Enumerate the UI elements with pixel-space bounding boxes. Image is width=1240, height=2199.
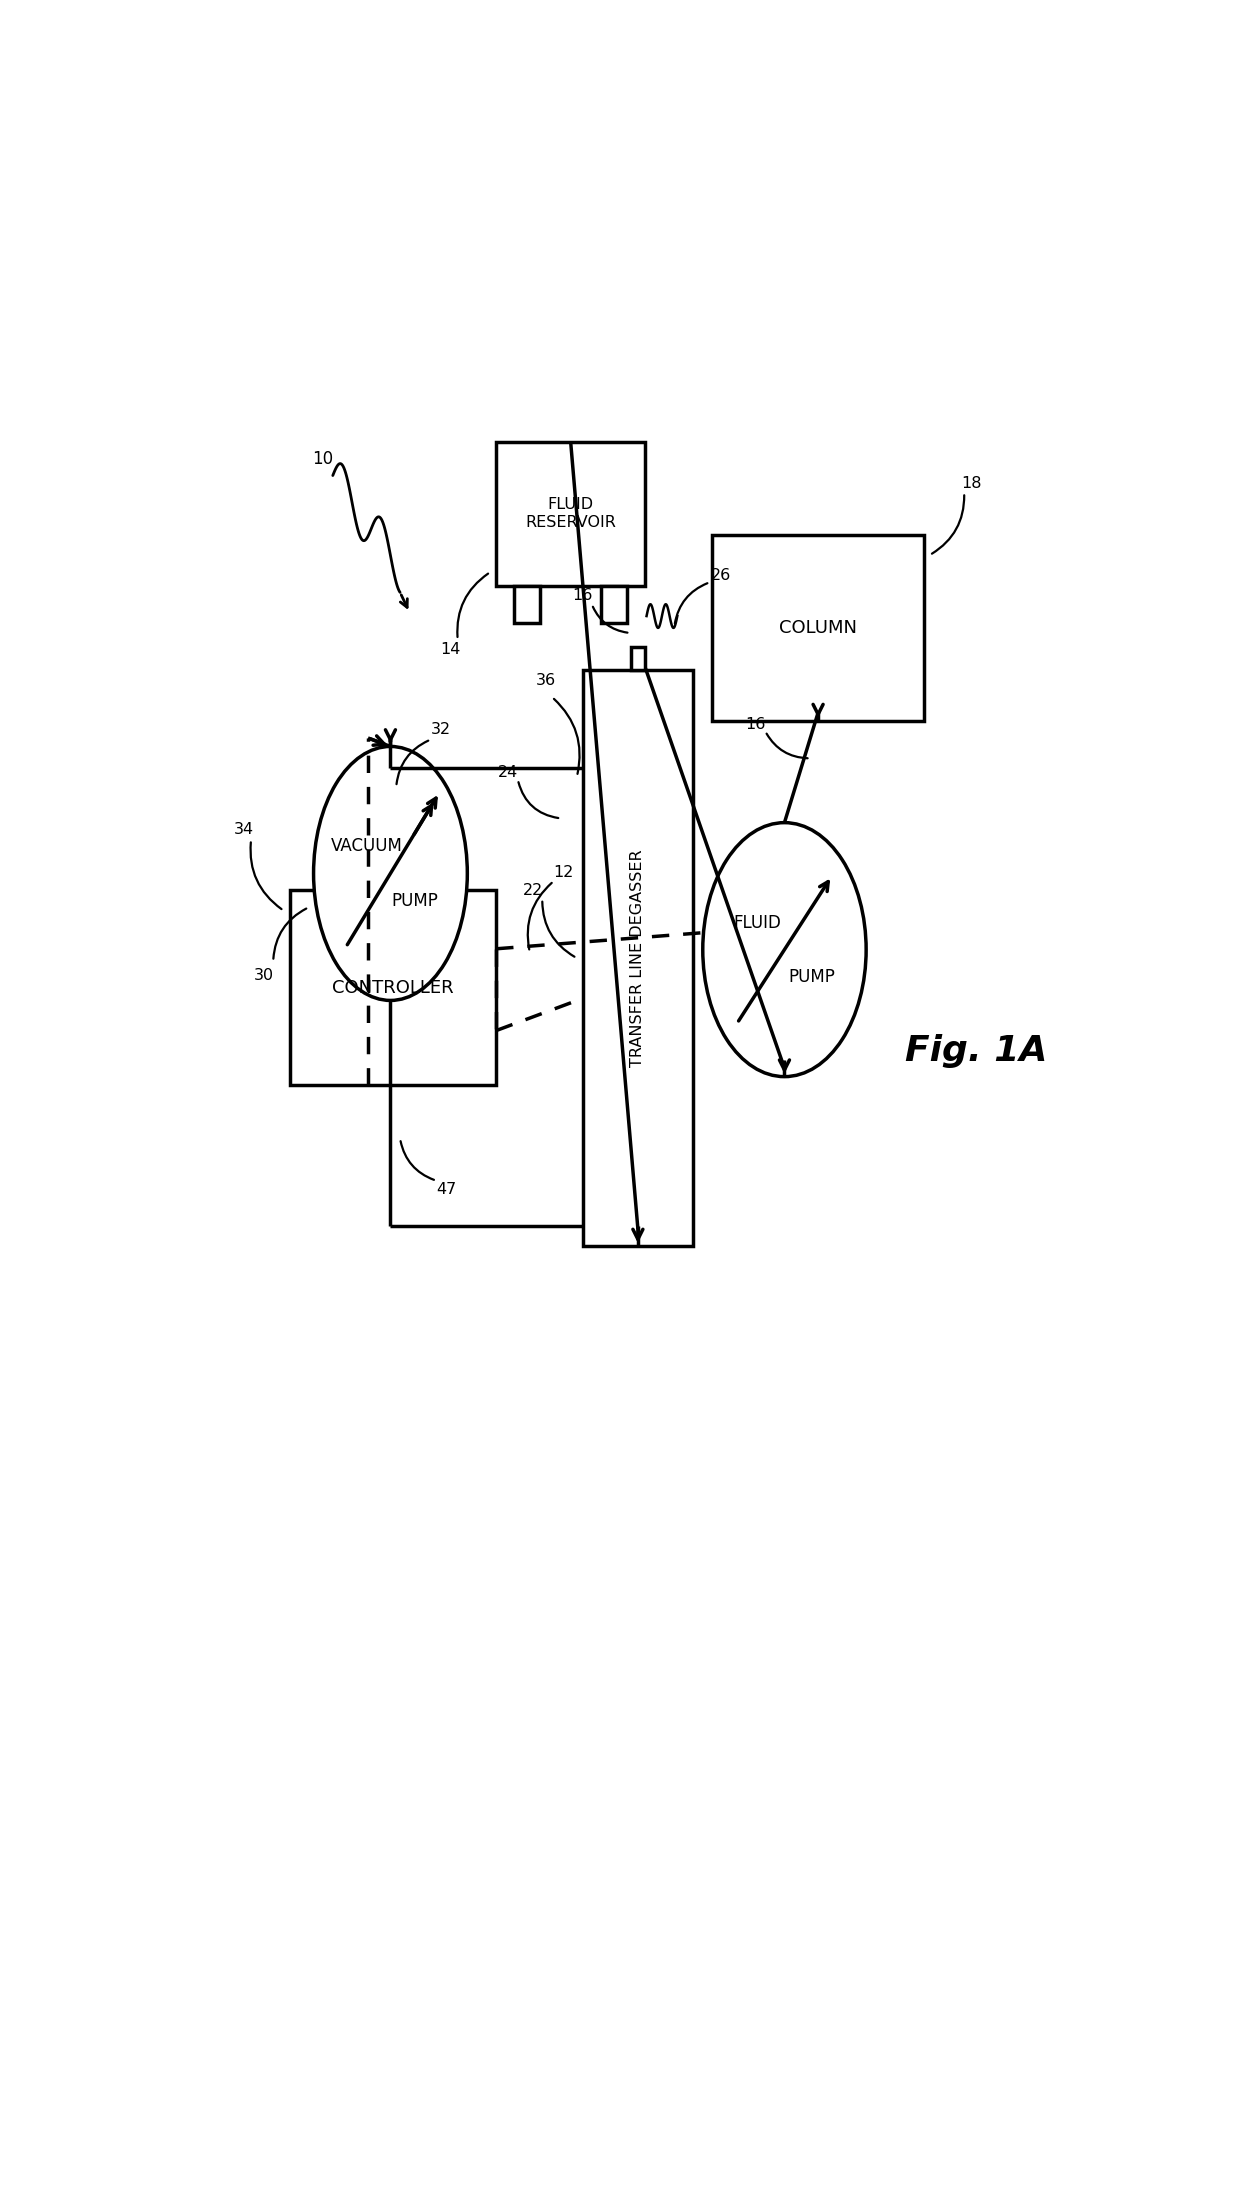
Text: 16: 16 (745, 717, 766, 732)
Text: VACUUM: VACUUM (331, 838, 402, 855)
Bar (290, 891, 496, 1084)
Ellipse shape (703, 822, 867, 1078)
Text: CONTROLLER: CONTROLLER (332, 979, 454, 996)
Bar (496, 442, 645, 585)
Text: 34: 34 (233, 822, 253, 838)
Text: PUMP: PUMP (391, 891, 438, 910)
Text: FLUID: FLUID (734, 913, 781, 932)
Text: 22: 22 (522, 882, 543, 897)
Text: 30: 30 (253, 968, 274, 983)
Text: TRANSFER LINE DEGASSER: TRANSFER LINE DEGASSER (630, 849, 645, 1067)
Bar (631, 647, 645, 671)
Text: 26: 26 (711, 567, 730, 583)
Text: 16: 16 (572, 589, 593, 603)
Text: 32: 32 (430, 721, 450, 737)
Text: 47: 47 (436, 1181, 456, 1196)
Text: 24: 24 (498, 765, 518, 781)
Text: COLUMN: COLUMN (779, 618, 857, 638)
Text: 12: 12 (553, 864, 574, 880)
Text: 14: 14 (440, 642, 460, 658)
Text: FLUID
RESERVOIR: FLUID RESERVOIR (526, 497, 616, 530)
Text: PUMP: PUMP (787, 968, 835, 985)
Bar (601, 585, 627, 622)
Bar (712, 534, 924, 721)
Bar (515, 585, 539, 622)
Text: 18: 18 (961, 477, 982, 493)
Text: Fig. 1A: Fig. 1A (905, 1034, 1048, 1069)
Text: 36: 36 (536, 673, 557, 688)
Bar (583, 671, 693, 1247)
Ellipse shape (314, 745, 467, 1001)
Text: 10: 10 (312, 449, 334, 468)
